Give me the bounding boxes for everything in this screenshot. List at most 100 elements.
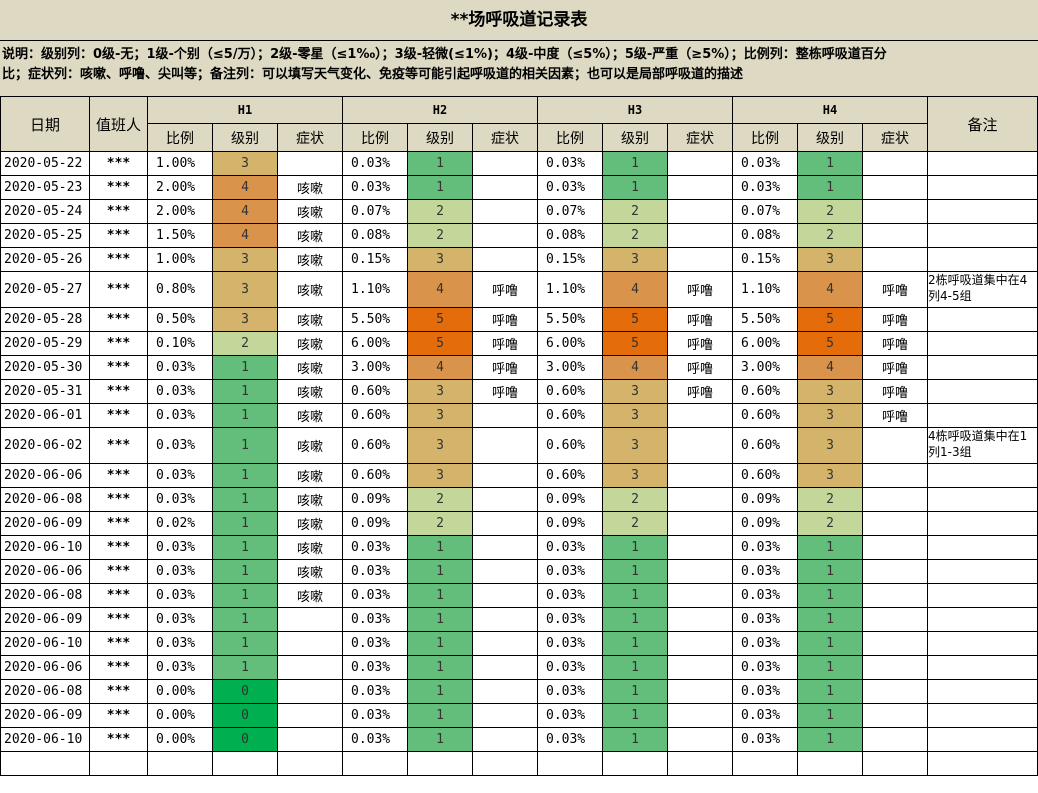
- h1-level-cell[interactable]: 1: [212, 607, 278, 632]
- h4-symptom-cell[interactable]: [862, 727, 928, 752]
- h4-level-cell[interactable]: 1: [797, 151, 863, 176]
- h1-ratio-cell[interactable]: 0.50%: [147, 307, 213, 332]
- h2-symptom-cell[interactable]: 呼噜: [472, 307, 538, 332]
- h4-ratio-cell[interactable]: 0.03%: [732, 607, 798, 632]
- duty-cell[interactable]: ***: [89, 151, 148, 176]
- h4-level-cell[interactable]: 2: [797, 199, 863, 224]
- h1-symptom-cell[interactable]: 咳嗽: [277, 175, 343, 200]
- date-cell[interactable]: 2020-05-24: [0, 199, 90, 224]
- h4-level-cell[interactable]: 1: [797, 727, 863, 752]
- remark-cell[interactable]: [927, 511, 1038, 536]
- h4-level-cell[interactable]: 1: [797, 535, 863, 560]
- h3-level-cell[interactable]: 2: [602, 199, 668, 224]
- h2-symptom-cell[interactable]: [472, 607, 538, 632]
- duty-cell[interactable]: ***: [89, 247, 148, 272]
- h2-level-cell[interactable]: 1: [407, 175, 473, 200]
- header-duty[interactable]: 值班人: [89, 96, 148, 152]
- h2-ratio-cell[interactable]: 0.03%: [342, 679, 408, 704]
- h3-ratio-cell[interactable]: 0.03%: [537, 607, 603, 632]
- h1-symptom-cell[interactable]: 咳嗽: [277, 271, 343, 308]
- empty-cell[interactable]: [0, 751, 90, 776]
- h3-symptom-cell[interactable]: [667, 607, 733, 632]
- h2-ratio-cell[interactable]: 0.09%: [342, 487, 408, 512]
- duty-cell[interactable]: ***: [89, 379, 148, 404]
- h4-symptom-cell[interactable]: 呼噜: [862, 307, 928, 332]
- h4-level-cell[interactable]: 1: [797, 175, 863, 200]
- duty-cell[interactable]: ***: [89, 655, 148, 680]
- date-cell[interactable]: 2020-06-10: [0, 535, 90, 560]
- header-h3-ratio[interactable]: 比例: [537, 123, 603, 152]
- h3-symptom-cell[interactable]: [667, 727, 733, 752]
- header-h1-ratio[interactable]: 比例: [147, 123, 213, 152]
- h1-ratio-cell[interactable]: 0.02%: [147, 511, 213, 536]
- h3-symptom-cell[interactable]: [667, 535, 733, 560]
- h3-ratio-cell[interactable]: 0.07%: [537, 199, 603, 224]
- h3-ratio-cell[interactable]: 0.03%: [537, 151, 603, 176]
- h3-level-cell[interactable]: 1: [602, 679, 668, 704]
- h3-symptom-cell[interactable]: [667, 427, 733, 464]
- h1-ratio-cell[interactable]: 0.03%: [147, 487, 213, 512]
- h3-symptom-cell[interactable]: [667, 583, 733, 608]
- h1-ratio-cell[interactable]: 0.03%: [147, 535, 213, 560]
- h1-level-cell[interactable]: 1: [212, 427, 278, 464]
- h4-symptom-cell[interactable]: [862, 511, 928, 536]
- h3-ratio-cell[interactable]: 0.03%: [537, 583, 603, 608]
- h4-symptom-cell[interactable]: [862, 427, 928, 464]
- h2-symptom-cell[interactable]: 呼噜: [472, 355, 538, 380]
- h4-symptom-cell[interactable]: [862, 247, 928, 272]
- h2-level-cell[interactable]: 4: [407, 271, 473, 308]
- date-cell[interactable]: 2020-05-22: [0, 151, 90, 176]
- h4-symptom-cell[interactable]: [862, 199, 928, 224]
- h4-level-cell[interactable]: 3: [797, 463, 863, 488]
- h3-symptom-cell[interactable]: 呼噜: [667, 355, 733, 380]
- h2-symptom-cell[interactable]: [472, 403, 538, 428]
- duty-cell[interactable]: ***: [89, 355, 148, 380]
- h2-ratio-cell[interactable]: 0.03%: [342, 583, 408, 608]
- empty-cell[interactable]: [667, 751, 733, 776]
- h4-ratio-cell[interactable]: 0.60%: [732, 403, 798, 428]
- h2-level-cell[interactable]: 5: [407, 307, 473, 332]
- h4-symptom-cell[interactable]: [862, 175, 928, 200]
- h3-symptom-cell[interactable]: [667, 223, 733, 248]
- remark-cell[interactable]: [927, 355, 1038, 380]
- h4-symptom-cell[interactable]: 呼噜: [862, 271, 928, 308]
- h1-level-cell[interactable]: 4: [212, 223, 278, 248]
- remark-cell[interactable]: [927, 487, 1038, 512]
- h3-symptom-cell[interactable]: [667, 463, 733, 488]
- h2-symptom-cell[interactable]: 呼噜: [472, 331, 538, 356]
- remark-cell[interactable]: [927, 463, 1038, 488]
- h2-ratio-cell[interactable]: 0.03%: [342, 631, 408, 656]
- h4-symptom-cell[interactable]: [862, 223, 928, 248]
- h2-level-cell[interactable]: 3: [407, 463, 473, 488]
- h3-level-cell[interactable]: 3: [602, 247, 668, 272]
- h3-ratio-cell[interactable]: 0.03%: [537, 175, 603, 200]
- h4-level-cell[interactable]: 2: [797, 487, 863, 512]
- h3-ratio-cell[interactable]: 0.60%: [537, 427, 603, 464]
- date-cell[interactable]: 2020-05-30: [0, 355, 90, 380]
- h4-symptom-cell[interactable]: [862, 703, 928, 728]
- h4-symptom-cell[interactable]: [862, 655, 928, 680]
- h2-symptom-cell[interactable]: [472, 535, 538, 560]
- h4-symptom-cell[interactable]: [862, 151, 928, 176]
- h2-ratio-cell[interactable]: 0.60%: [342, 463, 408, 488]
- duty-cell[interactable]: ***: [89, 511, 148, 536]
- h2-symptom-cell[interactable]: [472, 679, 538, 704]
- remark-cell[interactable]: [927, 175, 1038, 200]
- h3-symptom-cell[interactable]: [667, 559, 733, 584]
- h4-ratio-cell[interactable]: 1.10%: [732, 271, 798, 308]
- date-cell[interactable]: 2020-06-06: [0, 559, 90, 584]
- h3-level-cell[interactable]: 1: [602, 583, 668, 608]
- remark-cell[interactable]: [927, 403, 1038, 428]
- h2-ratio-cell[interactable]: 0.03%: [342, 703, 408, 728]
- h4-level-cell[interactable]: 2: [797, 223, 863, 248]
- h2-symptom-cell[interactable]: [472, 487, 538, 512]
- h1-symptom-cell[interactable]: 咳嗽: [277, 535, 343, 560]
- h3-ratio-cell[interactable]: 0.03%: [537, 559, 603, 584]
- h2-symptom-cell[interactable]: [472, 631, 538, 656]
- h1-level-cell[interactable]: 3: [212, 271, 278, 308]
- duty-cell[interactable]: ***: [89, 607, 148, 632]
- date-cell[interactable]: 2020-05-29: [0, 331, 90, 356]
- empty-cell[interactable]: [407, 751, 473, 776]
- empty-cell[interactable]: [342, 751, 408, 776]
- h4-ratio-cell[interactable]: 0.03%: [732, 583, 798, 608]
